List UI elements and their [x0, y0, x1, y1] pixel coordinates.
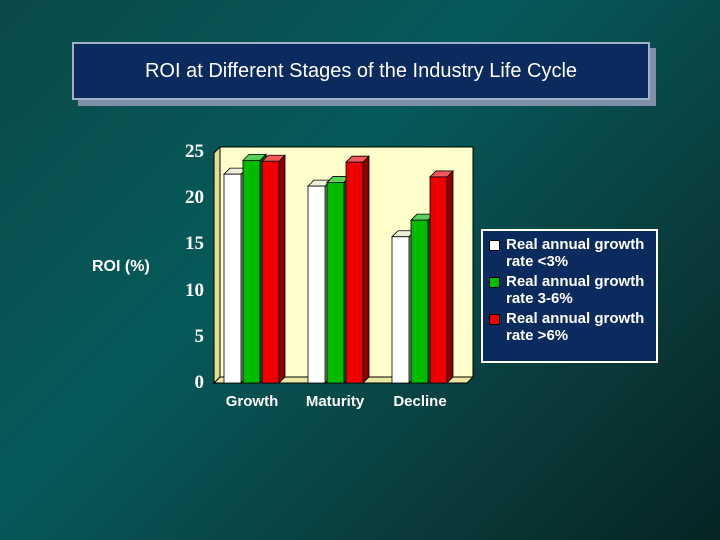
bar-growth-s2-side [278, 154, 286, 384]
bar-maturity-s2 [345, 161, 364, 384]
y-tick-label-0: 0 [194, 372, 205, 393]
legend-item-mid: Real annual growth rate 3-6% [489, 273, 650, 307]
legend-swatch-white [489, 240, 500, 251]
bar-decline-s0 [391, 236, 410, 384]
bar-decline-s2-side [446, 169, 454, 384]
x-tick-label-maturity: Maturity [305, 393, 365, 410]
legend-item-low: Real annual growth rate <3% [489, 236, 650, 270]
legend-swatch-red [489, 314, 500, 325]
legend-label-mid: Real annual growth rate 3-6% [506, 273, 645, 307]
y-tick-label-20: 20 [185, 187, 204, 208]
y-tick-label-10: 10 [185, 280, 204, 301]
plot-area [212, 145, 475, 385]
bar-growth-s2 [261, 160, 280, 384]
y-tick-label-5: 5 [194, 326, 205, 347]
title-box: ROI at Different Stages of the Industry … [72, 42, 650, 100]
bar-growth-s1 [242, 159, 261, 384]
plot-left-wall [213, 145, 221, 385]
x-tick-label-growth: Growth [225, 393, 279, 410]
x-tick-label-decline: Decline [393, 393, 447, 410]
bar-decline-s2 [429, 176, 448, 384]
y-tick-label-25: 25 [185, 141, 204, 162]
chart-title: ROI at Different Stages of the Industry … [144, 59, 578, 82]
y-axis-label: ROI (%) [92, 258, 150, 275]
bar-decline-s1 [410, 219, 429, 384]
y-tick-label-15: 15 [185, 233, 204, 254]
legend-label-high: Real annual growth rate >6% [506, 310, 645, 344]
legend-swatch-green [489, 277, 500, 288]
legend: Real annual growth rate <3% Real annual … [481, 229, 658, 363]
bar-maturity-s0 [307, 185, 326, 384]
legend-label-low: Real annual growth rate <3% [506, 236, 645, 270]
bar-maturity-s2-side [362, 155, 370, 384]
legend-item-high: Real annual growth rate >6% [489, 310, 650, 344]
bar-growth-s0 [223, 173, 242, 384]
bar-maturity-s1 [326, 182, 345, 384]
